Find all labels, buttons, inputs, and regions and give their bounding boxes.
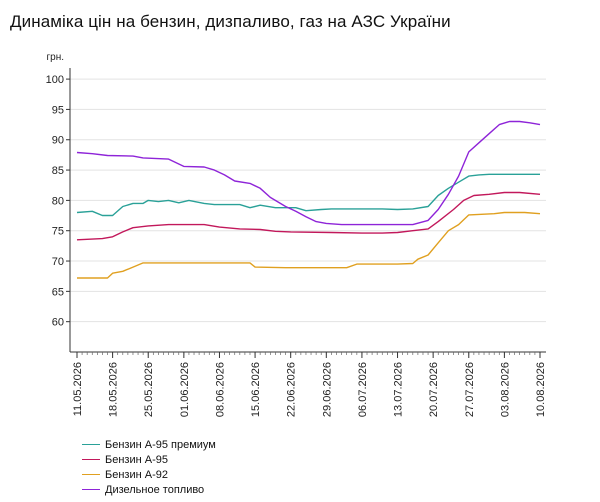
y-tick-label: 65 bbox=[52, 286, 64, 298]
x-tick-label: 27.07.2026 bbox=[464, 362, 476, 417]
y-axis-label: грн. bbox=[46, 52, 64, 63]
x-tick-label: 06.07.2026 bbox=[357, 362, 369, 417]
legend-swatch bbox=[82, 459, 100, 460]
x-tick-label: 22.06.2026 bbox=[286, 362, 298, 417]
x-tick-label: 01.06.2026 bbox=[179, 362, 191, 417]
x-tick-label: 08.06.2026 bbox=[214, 362, 226, 417]
legend-swatch bbox=[82, 489, 100, 490]
x-tick-label: 13.07.2026 bbox=[393, 362, 405, 417]
y-tick-label: 95 bbox=[52, 104, 64, 116]
series-line-3 bbox=[77, 211, 541, 279]
y-tick-label: 90 bbox=[52, 135, 64, 147]
legend-label: Бензин А-92 bbox=[105, 468, 168, 481]
y-tick-label: 70 bbox=[52, 256, 64, 268]
y-tick-label: 100 bbox=[46, 74, 64, 86]
legend-label: Бензин А-95 премиум bbox=[105, 438, 216, 451]
chart-legend: Бензин А-95 премиум Бензин А-95 Бензин А-9… bbox=[82, 437, 216, 497]
y-tick-label: 85 bbox=[52, 165, 64, 177]
legend-swatch bbox=[82, 444, 100, 445]
x-tick-label: 10.08.2026 bbox=[535, 362, 547, 417]
legend-swatch bbox=[82, 474, 100, 475]
chart-title: Динаміка цін на бензин, дизпаливо, газ н… bbox=[10, 12, 451, 31]
legend-label: Бензин А-95 bbox=[105, 453, 168, 466]
legend-item: Дизельное топливо bbox=[82, 482, 216, 497]
x-tick-label: 29.06.2026 bbox=[321, 362, 333, 417]
legend-item: Бензин А-95 bbox=[82, 452, 216, 467]
legend-item: Бензин А-95 премиум bbox=[82, 437, 216, 452]
series-line-4 bbox=[76, 120, 541, 226]
x-tick-label: 18.05.2026 bbox=[108, 362, 120, 417]
x-tick-label: 15.06.2026 bbox=[250, 362, 262, 417]
x-tick-label: 25.05.2026 bbox=[143, 362, 155, 417]
y-tick-label: 80 bbox=[52, 195, 64, 207]
x-tick-label: 20.07.2026 bbox=[428, 362, 440, 417]
x-tick-label: 03.08.2026 bbox=[499, 362, 511, 417]
y-tick-label: 60 bbox=[52, 317, 64, 329]
line-chart: 60 65 70 75 80 85 90 95 100 грн. 11.05.2026 18.05.2… bbox=[46, 52, 547, 417]
y-tick-label: 75 bbox=[52, 226, 64, 238]
legend-label: Дизельное топливо bbox=[105, 483, 205, 496]
series-line-1 bbox=[76, 173, 540, 217]
legend-item: Бензин А-92 bbox=[82, 467, 216, 482]
series-line-2 bbox=[76, 191, 541, 241]
x-tick-label: 11.05.2026 bbox=[72, 362, 84, 416]
